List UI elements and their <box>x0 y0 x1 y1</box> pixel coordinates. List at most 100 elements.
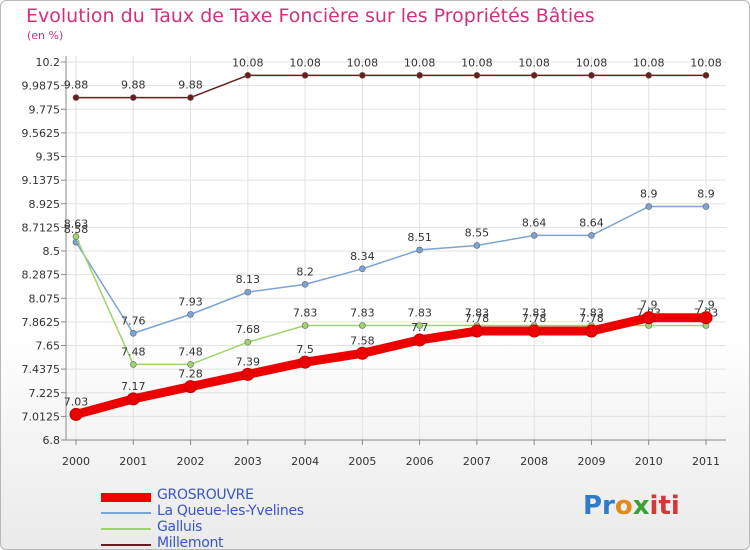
data-label: 7.93 <box>178 295 203 308</box>
data-label: 10.08 <box>461 56 493 69</box>
data-label: 7.78 <box>465 312 490 325</box>
data-label: 7.76 <box>121 314 146 327</box>
data-label: 8.64 <box>579 216 604 229</box>
data-label: 8.55 <box>465 226 490 239</box>
data-label: 8.2 <box>296 265 314 278</box>
data-label: 9.88 <box>178 79 203 92</box>
data-point <box>642 311 656 325</box>
data-label: 10.08 <box>289 56 321 69</box>
data-label: 7.48 <box>178 345 203 358</box>
data-point <box>699 311 713 325</box>
data-point <box>645 203 653 210</box>
data-label: 7.39 <box>236 355 261 368</box>
data-label: 10.08 <box>576 56 608 69</box>
proxiti-logo: Proxiti <box>583 491 680 521</box>
series-line <box>76 74 706 99</box>
logo-part: Pr <box>583 491 615 521</box>
data-point <box>187 311 194 318</box>
data-point <box>584 324 598 338</box>
data-label: 9.88 <box>121 79 146 92</box>
legend-swatch <box>101 512 151 514</box>
x-tick-label: 2008 <box>520 455 548 468</box>
y-tick-label: 9.1375 <box>22 174 61 187</box>
data-label: 8.63 <box>64 218 89 231</box>
data-label: 8.9 <box>640 188 658 201</box>
data-point <box>187 361 194 368</box>
legend-label: Galluis <box>157 519 203 535</box>
y-tick-label: 7.0125 <box>22 410 61 423</box>
y-tick-label: 7.65 <box>36 340 61 353</box>
data-point <box>702 203 710 210</box>
y-tick-label: 7.8625 <box>22 316 61 329</box>
data-point <box>72 94 80 101</box>
data-label: 7.48 <box>121 345 146 358</box>
data-label: 7.83 <box>407 306 432 319</box>
legend-swatch <box>101 492 151 502</box>
data-label: 8.64 <box>522 216 547 229</box>
legend-label: La Queue-les-Yvelines <box>157 503 304 519</box>
data-point <box>69 407 83 421</box>
data-point <box>413 333 427 347</box>
y-tick-label: 9.5625 <box>22 127 61 140</box>
x-tick-label: 2001 <box>119 455 147 468</box>
data-label: 7.5 <box>296 343 314 356</box>
y-tick-label: 6.8 <box>43 434 61 447</box>
data-label: 7.17 <box>121 380 146 393</box>
data-point <box>359 265 366 273</box>
y-tick-label: 8.2875 <box>22 269 61 282</box>
legend-label: GROSROUVRE <box>157 487 254 503</box>
x-tick-label: 2011 <box>692 455 720 468</box>
data-point <box>588 232 595 239</box>
data-label: 7.78 <box>522 312 547 325</box>
legend-label: Millemont <box>157 535 224 550</box>
data-point <box>355 346 369 360</box>
data-label: 10.08 <box>518 56 550 69</box>
x-tick-label: 2004 <box>291 455 319 468</box>
data-point <box>473 242 481 249</box>
data-point <box>126 392 140 406</box>
data-label: 10.08 <box>633 56 665 69</box>
data-point <box>244 338 252 346</box>
series-line <box>75 205 706 335</box>
y-tick-label: 10.2 <box>36 56 61 69</box>
data-point <box>244 72 252 79</box>
data-point <box>301 322 309 329</box>
data-point <box>129 329 137 337</box>
data-label: 10.08 <box>232 56 264 69</box>
data-point <box>359 72 366 79</box>
data-point <box>470 324 484 338</box>
logo-part: o <box>614 491 633 521</box>
data-label: 7.83 <box>522 306 547 319</box>
data-point <box>473 72 481 79</box>
data-label: 7.03 <box>64 395 89 408</box>
data-label: 7.9 <box>640 299 658 312</box>
data-point <box>72 233 80 240</box>
data-point <box>301 72 309 79</box>
data-point <box>129 94 137 101</box>
x-tick-label: 2002 <box>177 455 205 468</box>
y-tick-label: 8.5 <box>43 245 61 258</box>
data-label: 7.83 <box>465 306 490 319</box>
data-label: 10.08 <box>404 56 436 69</box>
data-point <box>588 72 595 79</box>
y-tick-label: 8.7125 <box>22 221 61 234</box>
data-label: 7.83 <box>293 306 318 319</box>
data-label: 7.83 <box>350 306 375 319</box>
chart-title: Evolution du Taux de Taxe Foncière sur l… <box>26 5 595 27</box>
data-point <box>702 72 710 79</box>
x-tick-label: 2005 <box>348 455 376 468</box>
data-point <box>527 324 541 338</box>
x-tick-label: 2006 <box>406 455 434 468</box>
y-tick-label: 7.225 <box>29 387 61 400</box>
data-point <box>416 322 423 329</box>
data-point <box>416 72 423 79</box>
legend-swatch <box>101 528 151 530</box>
data-label: 7.58 <box>350 334 375 347</box>
data-label: 7.9 <box>697 299 715 312</box>
logo-part: x <box>632 491 650 521</box>
data-label: 8.34 <box>350 250 375 263</box>
data-label: 8.9 <box>697 188 715 201</box>
y-axis-unit-label: (en %) <box>27 29 64 42</box>
